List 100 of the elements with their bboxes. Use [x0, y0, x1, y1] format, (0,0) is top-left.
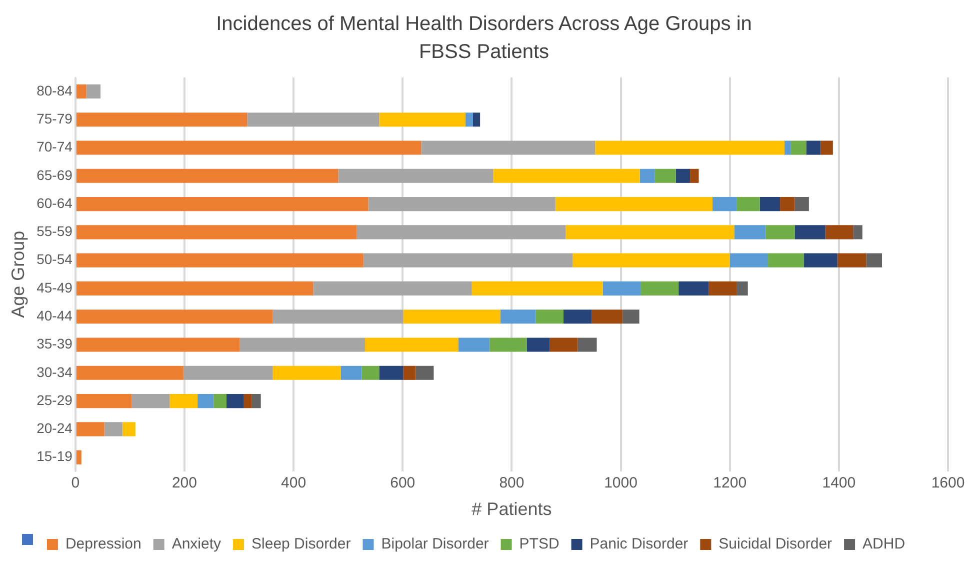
bar — [379, 366, 404, 380]
y-tick-label: 55-59 — [36, 223, 73, 240]
x-tick-label: 200 — [172, 474, 197, 492]
y-tick-label: 40-44 — [36, 307, 73, 324]
y-tick-label: 50-54 — [36, 251, 73, 268]
bar — [595, 140, 784, 155]
bar — [403, 366, 416, 380]
bar — [76, 394, 132, 408]
legend-label: Suicidal Disorder — [718, 536, 832, 553]
bar — [465, 112, 473, 127]
bar — [313, 281, 472, 296]
bar — [183, 366, 273, 380]
bar — [780, 197, 795, 212]
y-tick-label: 80-84 — [36, 82, 73, 98]
bar — [76, 140, 422, 155]
bar — [768, 253, 804, 268]
bar — [790, 140, 806, 155]
bar — [76, 310, 273, 324]
bar — [708, 281, 737, 296]
bar — [825, 225, 854, 240]
bar — [602, 281, 641, 296]
bar — [736, 197, 760, 212]
x-tick-label: 1600 — [931, 474, 965, 492]
x-tick-label: 1200 — [713, 474, 747, 492]
y-tick-label: 35-39 — [36, 336, 73, 352]
legend-label: Panic Disorder — [590, 536, 688, 553]
bar — [76, 450, 82, 464]
bar — [678, 281, 709, 296]
bar — [853, 225, 862, 240]
bar — [566, 225, 734, 240]
bar — [820, 140, 833, 155]
bar — [592, 310, 622, 324]
bar — [252, 394, 261, 408]
y-tick-label: 30-34 — [36, 364, 73, 380]
x-tick-label: 0 — [71, 474, 80, 492]
bar — [536, 310, 564, 324]
bar — [784, 140, 791, 155]
bar — [500, 310, 536, 324]
bar — [640, 281, 679, 296]
bar — [365, 338, 458, 352]
bar — [493, 168, 640, 183]
bar — [416, 366, 434, 380]
bar — [76, 338, 240, 352]
bar — [356, 225, 566, 240]
bar — [122, 422, 136, 436]
bar — [86, 84, 100, 99]
bar — [654, 168, 676, 183]
bar — [712, 197, 737, 212]
bar — [363, 253, 573, 268]
bar — [170, 394, 198, 408]
bar — [341, 366, 362, 380]
bar — [622, 310, 640, 324]
bar — [736, 281, 748, 296]
bar — [338, 168, 494, 183]
legend-label: Depression — [65, 536, 142, 553]
bar — [76, 366, 184, 380]
x-tick-label: 1000 — [604, 474, 638, 492]
bar — [226, 394, 244, 408]
bar — [472, 281, 603, 296]
bar — [104, 422, 122, 436]
bar — [837, 253, 866, 268]
bar — [804, 253, 838, 268]
y-tick-label: 20-24 — [36, 420, 73, 436]
bar — [564, 310, 592, 324]
bar — [690, 168, 699, 183]
x-tick-label: 600 — [390, 474, 416, 492]
bar — [766, 225, 795, 240]
x-axis-title: # Patients — [472, 499, 552, 520]
bar — [244, 394, 252, 408]
bar — [550, 338, 578, 352]
y-tick-label: 70-74 — [36, 138, 73, 155]
bar — [489, 338, 527, 352]
bar — [403, 310, 500, 324]
legend-label: PTSD — [519, 536, 560, 553]
bar — [362, 366, 380, 380]
bar — [734, 225, 766, 240]
x-tick-label: 800 — [499, 474, 524, 492]
bar — [198, 394, 214, 408]
bar — [76, 422, 104, 436]
y-tick-label: 15-19 — [36, 448, 73, 464]
bar — [76, 253, 364, 268]
bar — [240, 338, 365, 352]
y-tick-label: 65-69 — [36, 166, 73, 183]
bar — [132, 394, 170, 408]
bar — [794, 197, 809, 212]
legend-label: Bipolar Disorder — [381, 536, 489, 553]
y-tick-label: 45-49 — [36, 279, 73, 296]
bar — [555, 197, 712, 212]
bar — [76, 84, 86, 99]
bar — [76, 197, 368, 212]
bar — [272, 366, 341, 380]
y-tick-label: 75-79 — [36, 110, 73, 126]
x-tick-label: 1400 — [822, 474, 856, 492]
bar — [526, 338, 550, 352]
legend-label: ADHD — [862, 536, 906, 553]
bar — [730, 253, 768, 268]
bar — [76, 225, 357, 240]
bar — [76, 281, 314, 296]
bar — [640, 168, 655, 183]
bar — [76, 168, 338, 183]
